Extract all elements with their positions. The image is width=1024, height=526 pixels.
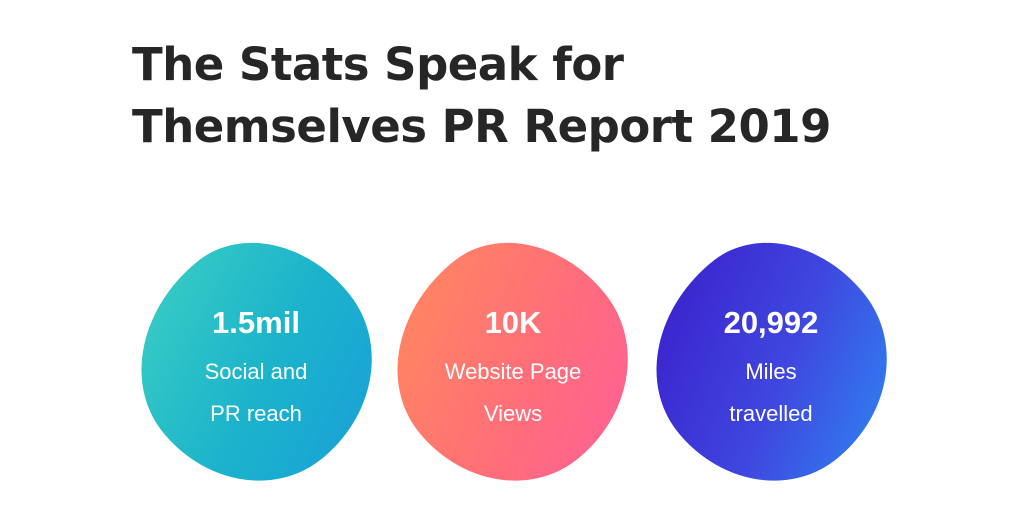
- stat-label-line-1: Website Page: [444, 359, 582, 384]
- stat-label-line-1: Social and: [204, 359, 308, 384]
- stat-label-line-2: Views: [483, 401, 543, 426]
- infographic: The Stats Speak for Themselves PR Report…: [93, 34, 934, 526]
- stat-value: 1.5mil: [212, 305, 300, 340]
- stat-page-views: 10K Website Page Views: [393, 303, 633, 435]
- page-title: The Stats Speak for Themselves PR Report…: [132, 34, 892, 158]
- stat-label-line-2: travelled: [729, 401, 813, 426]
- title-line-1: The Stats Speak for: [132, 38, 624, 91]
- stat-value: 20,992: [723, 305, 819, 340]
- stat-label-line-1: Miles: [745, 359, 797, 384]
- stat-label: Website Page Views: [393, 351, 633, 435]
- stat-label-line-2: PR reach: [210, 401, 302, 426]
- stat-social-reach: 1.5mil Social and PR reach: [136, 303, 376, 435]
- title-line-2: Themselves PR Report 2019: [132, 100, 831, 153]
- stat-label: Social and PR reach: [136, 351, 376, 435]
- stat-miles-travelled: 20,992 Miles travelled: [651, 303, 891, 435]
- stat-label: Miles travelled: [651, 351, 891, 435]
- stat-value: 10K: [484, 305, 542, 340]
